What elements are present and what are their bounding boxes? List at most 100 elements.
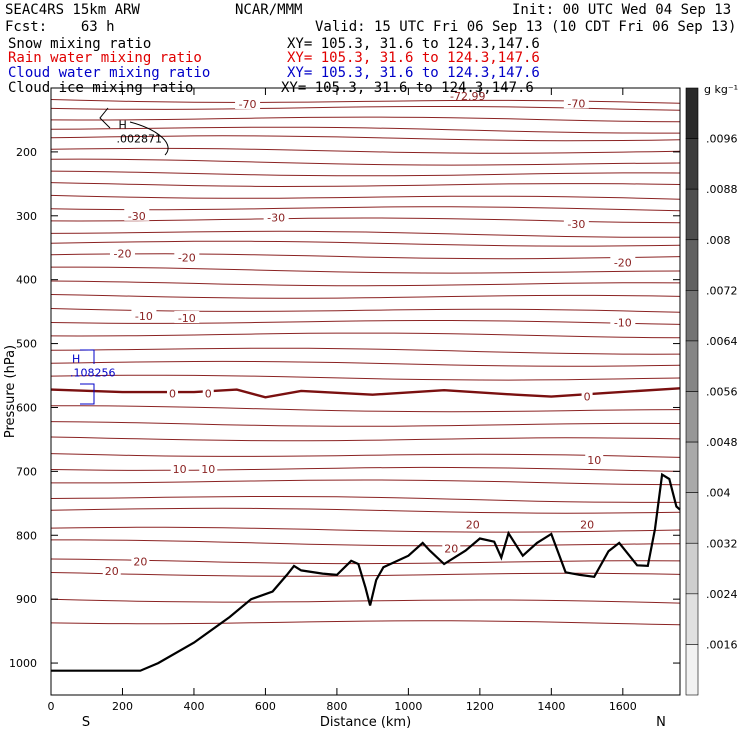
y-tick-label: 400 [16, 274, 37, 287]
y-axis-title: Pressure (hPa) [3, 345, 18, 438]
contour-label: 10 [587, 454, 601, 467]
contour-label: -30 [128, 210, 146, 223]
colorbar-swatch [685, 542, 699, 595]
zero-isotherm [50, 387, 681, 399]
north-end-label: N [656, 715, 666, 730]
x-tick-label: 600 [255, 700, 276, 713]
field-name-rain: Rain water mixing ratio [8, 50, 202, 66]
contour-label: -20 [113, 247, 131, 260]
isotherm-line [50, 347, 681, 355]
contour-label-bg [199, 461, 218, 474]
colorbar-swatch [685, 391, 699, 443]
colorbar-swatch [685, 593, 699, 645]
field-xy-cloud-water: XY= 105.3, 31.6 to 124.3,147.6 [287, 65, 540, 81]
y-tick-label: 200 [16, 146, 37, 159]
contour-label: -30 [267, 212, 285, 225]
contour-label-bg [102, 564, 121, 577]
init-time: Init: 00 UTC Wed 04 Sep 13 [512, 2, 732, 18]
isotherm-line [50, 558, 681, 565]
contour-label-bg [235, 96, 261, 109]
y-tick-label: 900 [16, 593, 37, 606]
colorbar-swatch [685, 644, 699, 696]
colorbar-swatch [685, 340, 699, 392]
contour-label-bg [610, 315, 636, 328]
contour-label-bg [463, 517, 482, 530]
org-label: NCAR/MMM [235, 2, 303, 18]
y-tick-label: 500 [16, 338, 37, 351]
colorbar-label: .0056 [706, 386, 738, 399]
isotherm-line [50, 620, 681, 626]
contour-label-bg [174, 311, 200, 324]
colorbar-label: .0096 [706, 133, 738, 146]
contour-label-bg [442, 541, 461, 554]
isotherm-line [50, 116, 681, 123]
contour-label: -20 [178, 251, 196, 264]
x-tick-label: 400 [183, 700, 204, 713]
field-xy-rain: XY= 105.3, 31.6 to 124.3,147.6 [287, 50, 540, 66]
isotherm-line [50, 453, 681, 458]
contour-label: 0 [169, 387, 176, 400]
top-value-label: -72.99 [450, 90, 485, 103]
maximum-marker: H [118, 119, 126, 132]
model-title: SEAC4RS 15km ARW [5, 2, 140, 18]
contour-label: -30 [567, 218, 585, 231]
colorbar-swatch [685, 290, 699, 342]
colorbar-swatch [685, 188, 699, 241]
cloud-water-contour [80, 349, 95, 405]
colorbar-swatch [685, 239, 699, 291]
contour-label: 0 [584, 391, 591, 404]
contour-label: 10 [201, 463, 215, 476]
colorbar-swatch [685, 87, 699, 139]
colorbar-swatch [685, 138, 699, 190]
x-axis-title: Distance (km) [320, 715, 411, 730]
contour-label: -10 [178, 312, 196, 325]
isotherm-line [51, 405, 681, 413]
y-tick-label: 1000 [9, 657, 37, 670]
y-tick-label: 700 [16, 465, 37, 478]
isotherm-line [50, 294, 681, 299]
x-tick-label: 1400 [537, 700, 565, 713]
contour-label-bg [563, 217, 589, 230]
contour-label-bg [167, 386, 179, 399]
colorbar-swatch [685, 492, 699, 544]
contour-label-bg [581, 389, 593, 402]
colorbar-label: .004 [706, 487, 731, 500]
contour-label: 20 [444, 543, 458, 556]
isotherm-line [50, 496, 680, 503]
contour-label: -20 [614, 256, 632, 269]
isotherm-line [50, 280, 681, 287]
x-tick-label: 800 [326, 700, 347, 713]
contour-label: 20 [105, 565, 119, 578]
isotherm-line [50, 170, 681, 177]
isotherm-line [50, 230, 681, 238]
contour-label: 10 [173, 463, 187, 476]
isotherm-line [50, 466, 681, 472]
contour-label-bg [610, 255, 636, 268]
isotherm-line [50, 194, 681, 200]
snow-contour [99, 107, 169, 156]
isotherm-line [50, 206, 681, 212]
isotherm-line [50, 436, 681, 442]
isotherm-line [50, 360, 681, 367]
x-tick-label: 1600 [609, 700, 637, 713]
contour-label: -70 [567, 97, 585, 110]
isotherm-line [50, 332, 681, 339]
contour-label-bg [124, 208, 150, 221]
y-tick-label: 600 [16, 401, 37, 414]
colorbar-label: .0048 [706, 436, 738, 449]
contour-label-bg [170, 461, 189, 474]
contour-label-bg [585, 452, 604, 465]
isotherm-line [50, 253, 681, 260]
isotherm-line [50, 421, 681, 427]
field-name-snow: Snow mixing ratio [8, 36, 152, 52]
x-tick-label: 1000 [394, 700, 422, 713]
contour-label: 20 [580, 518, 594, 531]
maximum-value: .002871 [116, 133, 161, 146]
contour-label-bg [131, 309, 157, 322]
isotherm-line [50, 598, 681, 604]
colorbar-unit: g kg⁻¹ [704, 83, 738, 96]
isotherm-line [50, 374, 681, 381]
plot-frame [50, 87, 681, 696]
field-xy-snow: XY= 105.3, 31.6 to 124.3,147.6 [287, 36, 540, 52]
